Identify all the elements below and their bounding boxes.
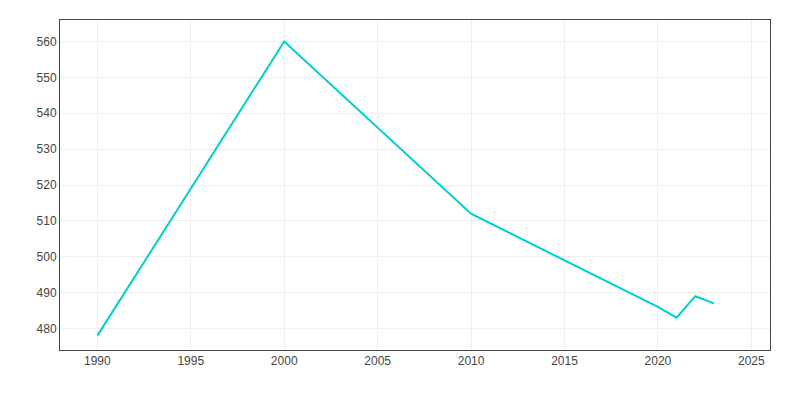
svg-text:2015: 2015: [551, 354, 578, 368]
svg-text:480: 480: [37, 322, 57, 336]
svg-text:560: 560: [37, 35, 57, 49]
svg-text:530: 530: [37, 142, 57, 156]
svg-text:2020: 2020: [645, 354, 672, 368]
svg-text:2005: 2005: [364, 354, 391, 368]
svg-text:510: 510: [37, 214, 57, 228]
svg-text:490: 490: [37, 286, 57, 300]
svg-text:540: 540: [37, 106, 57, 120]
svg-text:1995: 1995: [177, 354, 204, 368]
svg-text:1990: 1990: [84, 354, 111, 368]
svg-text:550: 550: [37, 71, 57, 85]
svg-text:2010: 2010: [458, 354, 485, 368]
svg-text:2000: 2000: [271, 354, 298, 368]
svg-text:500: 500: [37, 250, 57, 264]
svg-text:2025: 2025: [738, 354, 765, 368]
svg-text:520: 520: [37, 178, 57, 192]
